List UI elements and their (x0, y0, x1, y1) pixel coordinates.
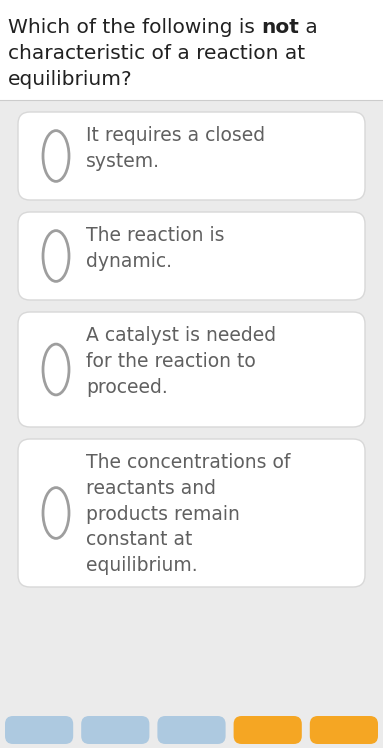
Text: characteristic of a reaction at: characteristic of a reaction at (8, 44, 305, 63)
FancyBboxPatch shape (0, 0, 383, 100)
Ellipse shape (43, 131, 69, 181)
FancyBboxPatch shape (5, 716, 73, 744)
Text: Which of the following is: Which of the following is (8, 18, 261, 37)
Ellipse shape (43, 344, 69, 395)
Ellipse shape (43, 230, 69, 281)
Text: The reaction is
dynamic.: The reaction is dynamic. (86, 226, 224, 271)
Text: It requires a closed
system.: It requires a closed system. (86, 126, 265, 171)
Text: equilibrium?: equilibrium? (8, 70, 133, 89)
FancyBboxPatch shape (18, 212, 365, 300)
FancyBboxPatch shape (234, 716, 302, 744)
FancyBboxPatch shape (18, 439, 365, 587)
FancyBboxPatch shape (18, 112, 365, 200)
Text: a: a (299, 18, 318, 37)
Text: not: not (261, 18, 299, 37)
FancyBboxPatch shape (81, 716, 149, 744)
Text: A catalyst is needed
for the reaction to
proceed.: A catalyst is needed for the reaction to… (86, 326, 276, 396)
Ellipse shape (43, 488, 69, 539)
FancyBboxPatch shape (18, 312, 365, 427)
Text: The concentrations of
reactants and
products remain
constant at
equilibrium.: The concentrations of reactants and prod… (86, 453, 290, 575)
FancyBboxPatch shape (310, 716, 378, 744)
FancyBboxPatch shape (157, 716, 226, 744)
